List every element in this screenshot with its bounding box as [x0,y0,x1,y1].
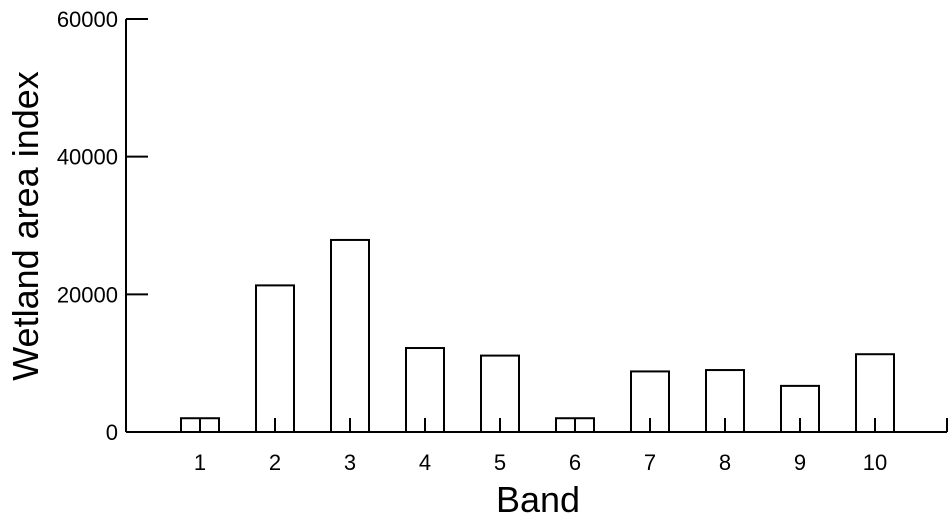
ticks-group: 1 2 3 4 5 6 7 8 9 10 0 20000 40000 60000 [57,7,887,475]
x-tick-label-3: 3 [344,450,356,475]
y-tick-label-20000: 20000 [57,282,118,307]
y-tick-label-0: 0 [106,420,118,445]
x-axis-title: Band [496,479,580,520]
y-tick-label-60000: 60000 [57,7,118,32]
y-tick-label-40000: 40000 [57,145,118,170]
x-tick-label-9: 9 [794,450,806,475]
x-tick-label-5: 5 [494,450,506,475]
bar-3 [330,238,370,433]
y-axis-title: Wetland area index [5,71,46,381]
x-tick-label-7: 7 [644,450,656,475]
x-tick-label-2: 2 [269,450,281,475]
axes-group [125,19,948,433]
x-tick-label-10: 10 [863,450,887,475]
x-tick-label-4: 4 [419,450,431,475]
bar-2 [255,284,295,434]
x-tick-label-8: 8 [719,450,731,475]
x-tick-label-1: 1 [194,450,206,475]
x-tick-label-6: 6 [569,450,581,475]
bars-group [180,238,895,434]
